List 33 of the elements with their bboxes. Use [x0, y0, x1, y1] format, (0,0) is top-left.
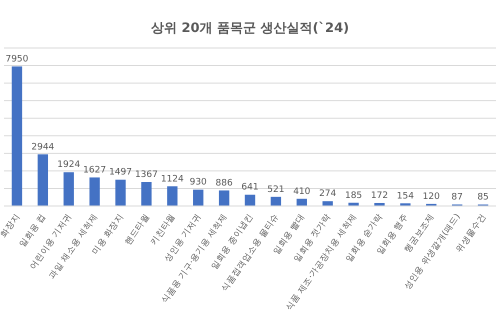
data-label: 85 — [477, 192, 489, 203]
bar — [270, 196, 282, 206]
data-label: 274 — [319, 189, 337, 200]
bar — [38, 154, 48, 206]
data-label: 930 — [190, 178, 208, 188]
data-label: 2944 — [31, 142, 55, 152]
bar — [12, 66, 22, 206]
data-label: 521 — [267, 184, 284, 195]
data-label: 185 — [344, 190, 362, 201]
data-label: 641 — [241, 182, 259, 193]
bar — [218, 190, 230, 206]
data-label: 1627 — [83, 165, 106, 176]
data-label: 172 — [370, 190, 388, 201]
bar — [141, 182, 152, 206]
data-label: 120 — [422, 192, 440, 202]
data-label: 1124 — [160, 174, 184, 184]
data-label: 410 — [293, 186, 311, 197]
data-label: 886 — [216, 178, 233, 188]
chart-title: 상위 20개 품목군 생산실적(`24) — [150, 21, 350, 36]
data-label: 7950 — [5, 54, 29, 64]
data-label: 1924 — [57, 160, 80, 170]
bar — [115, 180, 126, 206]
bar — [296, 198, 307, 206]
data-label: 87 — [451, 192, 463, 202]
data-label: 154 — [396, 191, 414, 202]
bar — [89, 177, 100, 206]
bar — [64, 172, 74, 206]
bar — [244, 194, 256, 206]
bar — [193, 190, 204, 206]
data-label: 1497 — [109, 168, 132, 178]
data-label: 1367 — [134, 170, 158, 180]
bar — [167, 186, 178, 206]
bar — [322, 201, 333, 206]
